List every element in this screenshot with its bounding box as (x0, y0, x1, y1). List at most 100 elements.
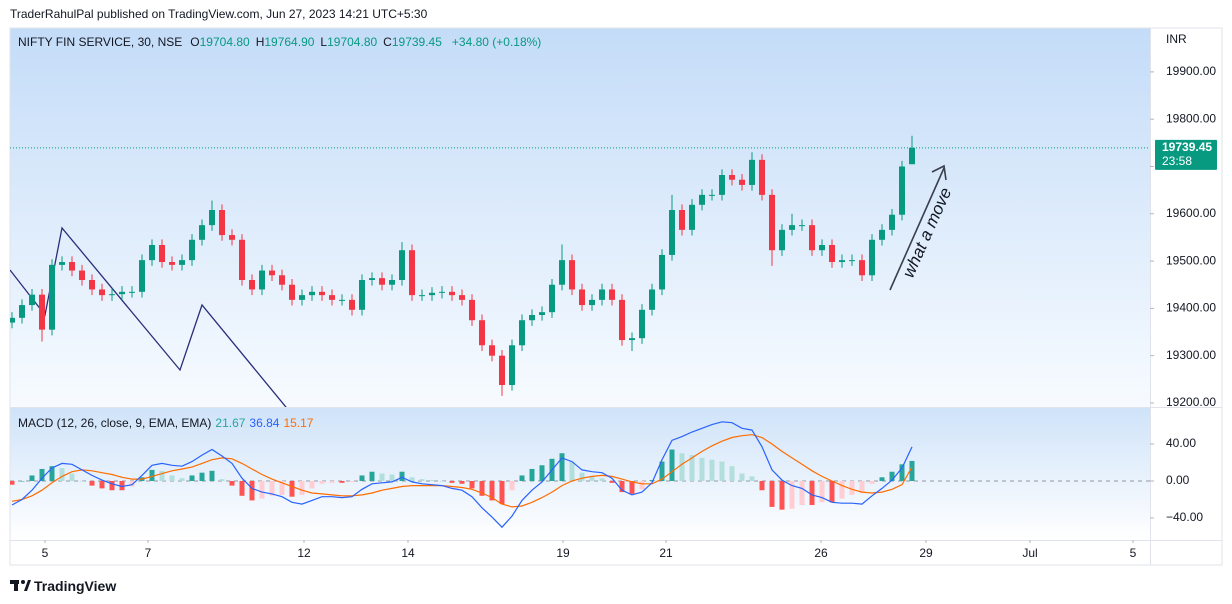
histogram-bar (499, 480, 505, 505)
candle-body (69, 262, 75, 271)
histogram-bar (519, 475, 525, 481)
histogram-bar (859, 480, 865, 494)
histogram-bar (419, 479, 425, 481)
candle-body (319, 291, 325, 296)
candle-body (309, 291, 315, 296)
histogram-bar (329, 480, 335, 483)
histogram-bar (669, 449, 675, 481)
y-tick-label: 0.00 (1166, 473, 1190, 487)
macd-value: 36.84 (249, 416, 280, 430)
histogram-bar (579, 472, 585, 481)
histogram-bar (179, 478, 185, 481)
histogram-bar (849, 480, 855, 495)
main-legend: NIFTY FIN SERVICE, 30, NSE O19704.80 H1976… (18, 35, 541, 49)
x-tick-label: 5 (1130, 546, 1137, 560)
candle-body (529, 315, 535, 321)
candle-body (159, 245, 165, 263)
histogram-bar (79, 480, 85, 482)
candle-body (349, 299, 355, 310)
candle-body (409, 250, 415, 296)
candle-body (429, 292, 435, 296)
histogram-bar (429, 480, 435, 481)
logo: TradingView (34, 578, 117, 594)
histogram-bar (199, 472, 205, 481)
candle-body (39, 294, 45, 330)
candle-body (609, 289, 615, 300)
y-tick-label: 19300.00 (1166, 348, 1216, 362)
histogram-bar (289, 480, 295, 497)
candle-body (589, 299, 595, 306)
histogram-value: 21.67 (215, 416, 246, 430)
histogram-bar (189, 475, 195, 481)
main-pane (10, 28, 1150, 407)
candle-body (859, 260, 865, 276)
histogram-bar (239, 480, 245, 496)
ohlc-value: 19764.90 (264, 35, 315, 49)
candle-body (699, 194, 705, 205)
histogram-bar (369, 471, 375, 481)
candle-body (599, 289, 605, 300)
candle-body (489, 345, 495, 356)
histogram-bar (359, 475, 365, 481)
ohlc-value: 19704.80 (199, 35, 250, 49)
candle-body (199, 225, 205, 240)
symbol-title: NIFTY FIN SERVICE, 30, NSE (18, 35, 183, 49)
x-tick-label: 29 (919, 546, 933, 560)
candle-body (229, 235, 235, 240)
y-tick-label: 19800.00 (1166, 111, 1216, 125)
candle-body (799, 225, 805, 227)
y-tick-label: 19200.00 (1166, 395, 1216, 409)
candle-body (379, 278, 385, 285)
candle-body (559, 260, 565, 285)
histogram-bar (389, 474, 395, 481)
candle-body (119, 291, 125, 295)
macd-marks (10, 421, 1150, 529)
histogram-bar (719, 461, 725, 481)
histogram-bar (69, 473, 75, 481)
histogram-bar (89, 480, 95, 486)
candle-body (839, 260, 845, 263)
byline: TraderRahulPal published on TradingView.… (10, 7, 428, 21)
candle-body (539, 312, 545, 316)
histogram-bar (309, 480, 315, 489)
candle-body (669, 210, 675, 255)
histogram-bar (109, 480, 115, 491)
candle-body (449, 291, 455, 296)
candle-body (399, 250, 405, 281)
histogram-bar (799, 480, 805, 506)
histogram-bar (249, 480, 255, 501)
histogram-bar (739, 473, 745, 481)
histogram-bar (899, 464, 905, 481)
histogram-bar (29, 475, 35, 481)
histogram-bar (129, 480, 135, 487)
histogram-bar (279, 480, 285, 495)
candle-body (849, 260, 855, 262)
histogram-bar (229, 480, 235, 486)
histogram-bar (19, 480, 25, 482)
histogram-bar (679, 453, 685, 481)
histogram-bar (749, 476, 755, 481)
candle-body (299, 295, 305, 300)
histogram-bar (699, 457, 705, 481)
candle-body (209, 210, 215, 226)
x-tick-label: 19 (556, 546, 570, 560)
candle-body (59, 262, 65, 265)
candle-body (369, 278, 375, 281)
histogram-bar (479, 480, 485, 496)
histogram-bar (769, 480, 775, 507)
y-tick-label: −40.00 (1166, 510, 1203, 524)
histogram-bar (459, 480, 465, 484)
histogram-bar (99, 480, 105, 489)
macd-line (11, 421, 913, 529)
histogram-bar (709, 459, 715, 481)
candle-body (639, 309, 645, 339)
histogram-bar (779, 480, 785, 510)
candle-body (729, 175, 735, 180)
histogram-bar (829, 480, 835, 503)
histogram-bar (839, 480, 845, 499)
histogram-bar (809, 480, 815, 506)
candle-body (29, 294, 35, 306)
candlestick-marks (10, 135, 915, 396)
candle-body (719, 175, 725, 195)
candle-body (649, 289, 655, 310)
